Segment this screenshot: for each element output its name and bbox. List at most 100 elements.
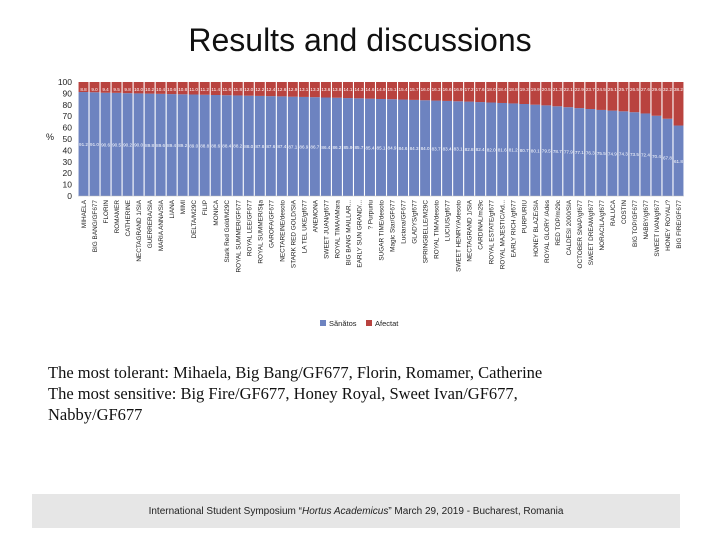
conclusion-tolerant: The most tolerant: Mihaela, Big Bang/GF6… — [48, 363, 543, 382]
data-label-healthy: 80.1 — [531, 148, 540, 153]
bar-affected — [122, 82, 133, 94]
bar-affected — [155, 82, 166, 94]
data-label-affected: 11.6 — [222, 87, 231, 92]
category-label: ROMAMER — [114, 200, 121, 234]
bar-affected — [541, 82, 552, 106]
bar-affected — [563, 82, 574, 108]
data-label-healthy: 88.2 — [233, 144, 242, 149]
category-label: CARDINAL/m29c — [478, 199, 485, 250]
data-label-affected: 18.0 — [487, 87, 496, 92]
data-label-affected: 10.0 — [134, 87, 143, 92]
legend-swatch-healthy — [320, 320, 326, 326]
stacked-bar-chart: % 100 90 80 70 60 50 40 30 20 10 0 91.2 8.8 MIHAELA 91.… — [44, 74, 694, 344]
data-label-affected: 12.9 — [288, 87, 297, 92]
data-label-healthy: 89.8 — [145, 143, 154, 148]
bar-healthy — [431, 100, 442, 196]
y-tick-label: 40 — [63, 145, 73, 155]
data-label-affected: 9.0 — [91, 87, 98, 92]
bar-healthy — [111, 92, 122, 196]
bar-affected — [662, 82, 673, 119]
category-label: STARK RED GOLD/SIA — [290, 199, 297, 268]
category-label: GUERRERA/SIA — [147, 199, 154, 248]
bar-healthy — [651, 115, 662, 196]
y-tick-label: 10 — [63, 180, 73, 190]
data-label-affected: 17.2 — [465, 87, 474, 92]
bar-affected — [221, 82, 232, 96]
data-label-affected: 32.2 — [663, 87, 672, 92]
bar-healthy — [166, 94, 177, 196]
category-label: MIHAELA — [81, 199, 88, 228]
data-label-affected: 22.9 — [575, 87, 584, 92]
data-label-healthy: 86.2 — [332, 145, 341, 150]
category-label: LUCIUS/gf677 — [445, 200, 452, 242]
y-tick-label: 70 — [63, 111, 73, 121]
bar-affected — [144, 82, 155, 94]
category-label: FLORIN — [103, 200, 110, 224]
category-label: MONICA — [213, 199, 220, 225]
bar-affected — [265, 82, 276, 97]
data-label-affected: 10.2 — [145, 87, 154, 92]
data-label-healthy: 70.4 — [652, 154, 661, 159]
data-label-healthy: 89.0 — [189, 143, 198, 148]
bar-affected — [342, 82, 353, 99]
data-label-healthy: 87.1 — [288, 144, 297, 149]
bar-healthy — [144, 93, 155, 196]
data-label-affected: 16.9 — [454, 87, 463, 92]
data-label-healthy: 81.6 — [498, 147, 507, 152]
category-label: PURPURIU — [522, 200, 529, 234]
data-label-affected: 23.7 — [586, 87, 595, 92]
data-label-affected: 25.1 — [608, 87, 617, 92]
y-tick-label: 60 — [63, 123, 73, 133]
bar-healthy — [574, 108, 585, 196]
category-label: Magic Star/GF677 — [390, 200, 397, 252]
data-label-affected: 13.6 — [321, 87, 330, 92]
bar-affected — [365, 82, 375, 99]
bar-affected — [100, 82, 111, 93]
data-label-healthy: 85.9 — [343, 145, 352, 150]
category-label: SWEET DREAM/gf677 — [588, 200, 595, 266]
legend-label-healthy: Sănătos — [329, 319, 357, 328]
category-label: NECTAREINE/desoto — [279, 200, 286, 262]
data-label-affected: 8.8 — [80, 87, 87, 92]
data-label-affected: 17.6 — [476, 87, 485, 92]
bar-healthy — [243, 95, 254, 196]
footer-banner: International Student Symposium “Hortus … — [32, 494, 680, 528]
bar-affected — [673, 82, 684, 126]
bar-affected — [243, 82, 254, 96]
bar-affected — [530, 82, 541, 105]
bar-affected — [387, 82, 397, 100]
bar-healthy — [519, 104, 530, 196]
category-label: RALUCA — [610, 199, 617, 226]
data-label-healthy: 84.9 — [388, 146, 397, 151]
data-label-affected: 11.8 — [233, 87, 242, 92]
y-tick-label: 80 — [63, 100, 73, 110]
bar-healthy — [453, 101, 464, 196]
bar-healthy — [354, 98, 364, 196]
data-label-affected: 11.0 — [189, 87, 198, 92]
data-label-affected: 19.9 — [531, 87, 540, 92]
bar-healthy — [420, 100, 431, 196]
category-label: ROYAL TIMA/desoto — [434, 200, 441, 259]
bar-affected — [574, 82, 585, 109]
bar-affected — [331, 82, 342, 98]
bar-affected — [519, 82, 530, 105]
bar-affected — [133, 82, 144, 94]
bar-healthy — [342, 98, 353, 196]
data-label-healthy: 87.8 — [255, 144, 264, 149]
category-label: MARIA ANNA/SIA — [158, 199, 165, 251]
bar-healthy — [497, 102, 508, 196]
bar-healthy — [563, 107, 574, 196]
data-label-healthy: 90.5 — [112, 142, 121, 147]
data-label-affected: 13.1 — [299, 87, 308, 92]
data-label-affected: 26.5 — [630, 87, 639, 92]
data-label-healthy: 75.5 — [597, 151, 606, 156]
bar-healthy — [508, 103, 519, 196]
data-label-affected: 22.1 — [564, 87, 573, 92]
category-label: EARLY SUN GRAND/... — [356, 200, 363, 268]
bar-affected — [618, 82, 629, 112]
category-label: ? Purpuriu — [367, 200, 374, 230]
data-label-healthy: 88.4 — [222, 144, 231, 149]
bar-affected — [78, 82, 89, 93]
data-label-healthy: 90.0 — [134, 143, 143, 148]
category-label: ROYAL MAJESTIC/Ad... — [500, 200, 507, 269]
